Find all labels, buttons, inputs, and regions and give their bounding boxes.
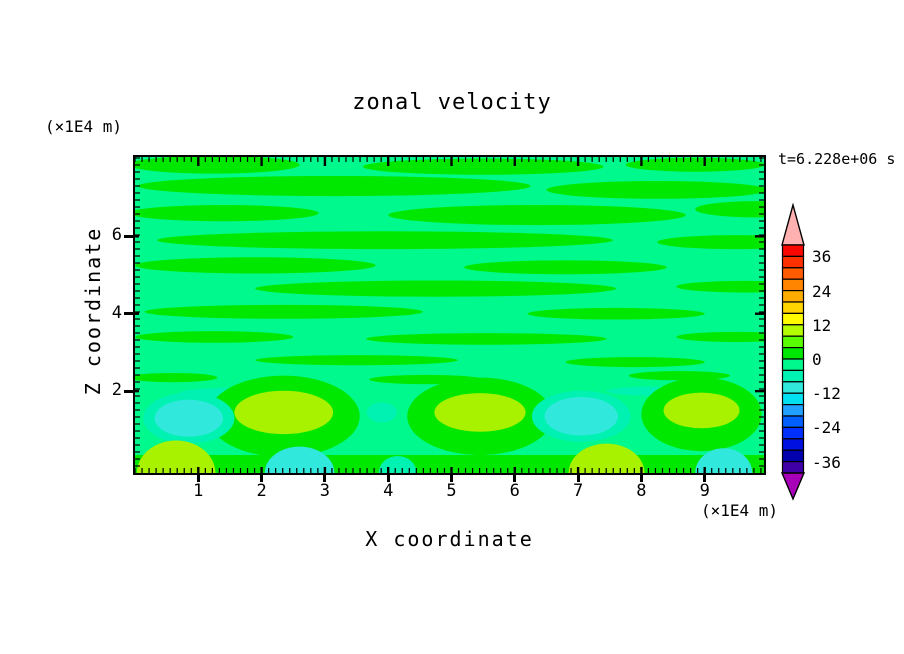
x-tick-label: 4 (383, 481, 394, 501)
colorbar-tick-label: 36 (812, 247, 832, 267)
x-major-tick (576, 473, 580, 482)
z-major-tick (124, 234, 133, 238)
x-major-tick (260, 473, 264, 482)
colorbar-tick-label: 0 (812, 350, 822, 369)
x-major-tick (513, 473, 517, 482)
x-tick-label: 5 (446, 481, 457, 501)
x-tick-label: 6 (509, 481, 520, 501)
z-axis-unit-label: (×1E4 m) (45, 117, 123, 136)
colorbar-tick-label: -12 (812, 384, 841, 404)
z-tick-label: 2 (111, 380, 122, 401)
contour-plot-area (133, 155, 766, 475)
z-major-tick (124, 389, 133, 393)
x-tick-label: 2 (256, 481, 267, 501)
x-major-tick (703, 473, 707, 482)
x-tick-label: 8 (636, 481, 647, 501)
x-axis-unit-label: (×1E4 m) (700, 501, 778, 520)
colorbar (781, 203, 806, 501)
x-tick-label: 1 (193, 481, 204, 501)
x-tick-label: 3 (319, 481, 331, 501)
colorbar-tick-label: 12 (812, 315, 832, 335)
x-major-tick (639, 473, 643, 482)
x-major-tick (323, 473, 327, 482)
colorbar-tick-label: -24 (812, 418, 841, 438)
colorbar-tick-label: -36 (812, 452, 841, 472)
x-tick-label: 9 (699, 481, 710, 501)
zonal-velocity-contour-field (135, 157, 764, 473)
x-axis-title: X coordinate (365, 527, 534, 551)
x-tick-label: 7 (572, 481, 584, 501)
z-tick-label: 6 (111, 225, 122, 246)
x-major-tick (196, 473, 200, 482)
colorbar-tick-label: 24 (812, 281, 832, 301)
x-major-tick (450, 473, 453, 482)
chart-title: zonal velocity (352, 90, 552, 115)
x-major-tick (386, 473, 390, 482)
z-tick-label: 4 (111, 302, 122, 323)
time-annotation: t=6.228e+06 s (778, 150, 896, 168)
z-major-tick (124, 312, 133, 316)
